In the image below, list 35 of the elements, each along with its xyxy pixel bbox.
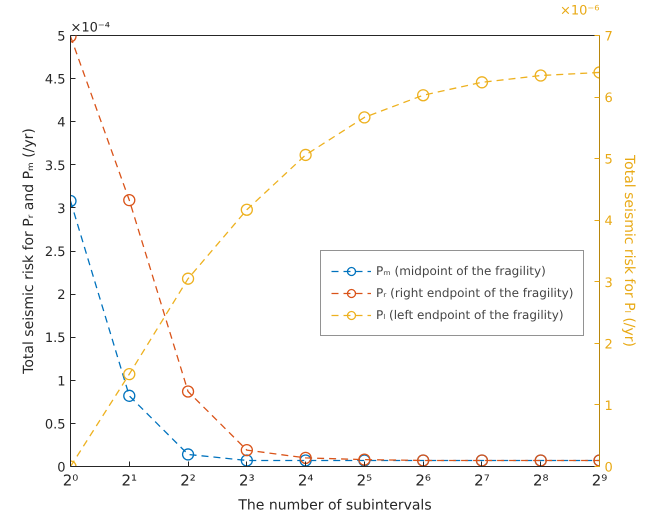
y-tick-label: 3 xyxy=(57,202,66,217)
x-tick-label: 2³ xyxy=(239,472,255,490)
y2-tick-label: 1 xyxy=(604,398,613,414)
x-tick-label: 2⁶ xyxy=(415,472,431,490)
y2-tick-label: 3 xyxy=(604,276,613,291)
y-tick-label: 3.5 xyxy=(44,158,66,174)
x-tick-label: 2⁵ xyxy=(356,472,372,490)
y2-tick-label: 7 xyxy=(604,30,613,44)
x-tick-label: 2⁸ xyxy=(532,472,549,490)
x-tick-label: 2⁴ xyxy=(298,472,314,490)
y2-tick-label: 6 xyxy=(604,91,613,106)
y2-tick-label: 5 xyxy=(604,152,613,168)
y-tick-label: 0.5 xyxy=(44,417,66,432)
y-tick-label: 4.5 xyxy=(44,72,66,88)
legend-label: Pₘ (midpoint of the fragility) xyxy=(376,263,546,279)
y-tick-label: 2 xyxy=(57,288,66,304)
legend-label: Pᵣ (right endpoint of the fragility) xyxy=(376,285,574,301)
y-tick-label: 4 xyxy=(57,116,66,131)
x-tick-label: 2⁷ xyxy=(474,472,490,490)
legend-label: Pₗ (left endpoint of the fragility) xyxy=(376,307,564,323)
x-tick-label: 2⁹ xyxy=(592,472,608,490)
annotation: ×10⁻⁴ xyxy=(70,20,110,36)
y2-tick-label: 0 xyxy=(604,460,613,476)
y2-axis-title: Total seismic risk for Pₗ (/yr) xyxy=(620,154,637,348)
x-axis-title: The number of subintervals xyxy=(237,498,432,514)
y2-tick-label: 2 xyxy=(604,337,613,352)
y-tick-label: 1 xyxy=(57,374,66,390)
y-axis-title: Total seismic risk for Pᵣ and Pₘ (/yr) xyxy=(20,128,37,375)
y-tick-label: 2.5 xyxy=(44,245,66,260)
y-tick-label: 1.5 xyxy=(44,331,66,346)
y2-tick-label: 4 xyxy=(604,214,613,230)
x-tick-label: 2¹ xyxy=(122,472,138,490)
text: ×10⁻⁶ xyxy=(560,4,600,18)
y-tick-label: 5 xyxy=(57,30,66,44)
x-tick-label: 2² xyxy=(180,472,196,490)
